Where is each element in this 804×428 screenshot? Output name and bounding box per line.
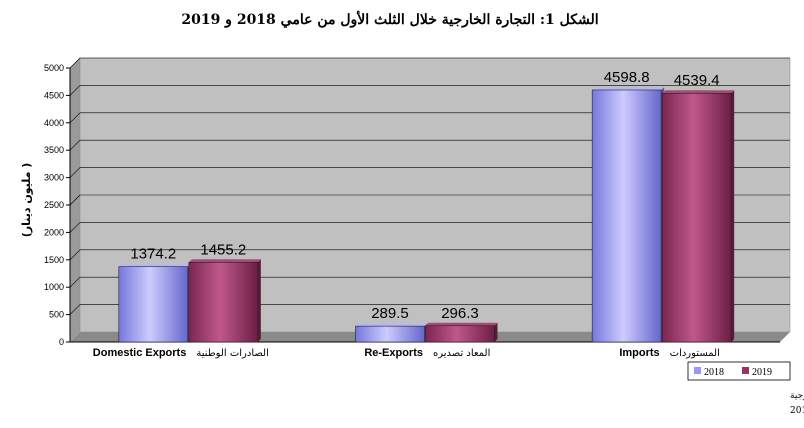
y-tick-label: 3500	[44, 145, 64, 155]
grid-line-side	[69, 194, 81, 206]
grid-line-side	[69, 85, 81, 96]
y-tick-label: 5000	[44, 63, 64, 73]
category-label-ar: الصادرات الوطنية	[196, 348, 269, 359]
data-label: 4539.4	[674, 72, 720, 89]
data-label: 1455.2	[200, 241, 246, 258]
bar-top	[188, 259, 261, 263]
grid-line-side	[69, 112, 81, 124]
data-label: 1374.2	[130, 246, 176, 263]
bars: 1374.2 1455.2 289.5 296.3 4598.8 4539.4	[118, 69, 735, 343]
category-label-en: Imports	[619, 347, 659, 359]
source-line-2: تقرير إحصاءات التجارة الخارجية لشهر نيسا…	[790, 406, 804, 416]
category-label-en: Domestic Exports	[93, 347, 187, 359]
data-label: 296.3	[441, 305, 479, 322]
bar-side	[257, 259, 261, 342]
bar	[188, 261, 259, 343]
bar-side	[494, 322, 498, 342]
bar-top	[592, 86, 665, 90]
grid-line-side	[69, 249, 81, 261]
bar	[355, 325, 425, 343]
legend-swatch-2018	[694, 367, 701, 374]
grid-line-side	[69, 167, 81, 178]
grid-line-side	[69, 304, 81, 315]
bar	[661, 92, 732, 343]
data-label: 289.5	[371, 305, 409, 322]
bar	[118, 266, 189, 343]
bar-top	[662, 90, 735, 94]
legend-label-2018: 2018	[704, 367, 724, 378]
grid-line-side	[69, 222, 81, 233]
category-labels: Domestic Exports الصادرات الوطنية Re-Expor…	[93, 347, 720, 359]
data-label: 4598.8	[604, 69, 650, 86]
grid-line-side	[69, 57, 81, 69]
legend-box	[687, 361, 791, 381]
y-tick-label: 1500	[44, 255, 64, 265]
bar	[591, 89, 662, 343]
y-tick-label: 4500	[44, 90, 64, 100]
y-tick-label: 0	[59, 337, 64, 347]
bar	[425, 325, 495, 343]
category-label-ar: المستوردات	[670, 348, 720, 359]
legend-swatch-2019	[742, 367, 749, 374]
bar-top	[425, 322, 498, 326]
bar-top	[355, 323, 428, 327]
chart-title: الشكل 1: التجارة الخارجية خلال الثلث الأ…	[181, 10, 598, 28]
bar-side	[731, 90, 735, 343]
legend-label-2019: 2019	[752, 367, 772, 378]
y-axis-label: ( مليون دينار)	[20, 163, 33, 238]
y-ticks: 0 500 1000 1500 2000 2500 3000 3500 4000 4500 5000	[44, 63, 70, 347]
y-tick-label: 3000	[44, 173, 64, 183]
y-tick-label: 2500	[44, 200, 64, 210]
category-label-ar: المعاد تصديره	[433, 348, 490, 359]
y-tick-label: 4000	[44, 118, 64, 128]
grid-line-side	[69, 139, 81, 151]
source-line-1: المصدر: دائرة الإحصاءات العامة/قسم التجا…	[790, 391, 804, 401]
grid-line-side	[69, 276, 81, 288]
legend: 2018 2019	[687, 361, 791, 381]
y-tick-label: 1000	[44, 282, 64, 292]
y-tick-label: 2000	[44, 227, 64, 237]
bar-top	[118, 263, 191, 267]
category-label-en: Re-Exports	[364, 347, 423, 359]
y-tick-label: 500	[49, 310, 64, 320]
